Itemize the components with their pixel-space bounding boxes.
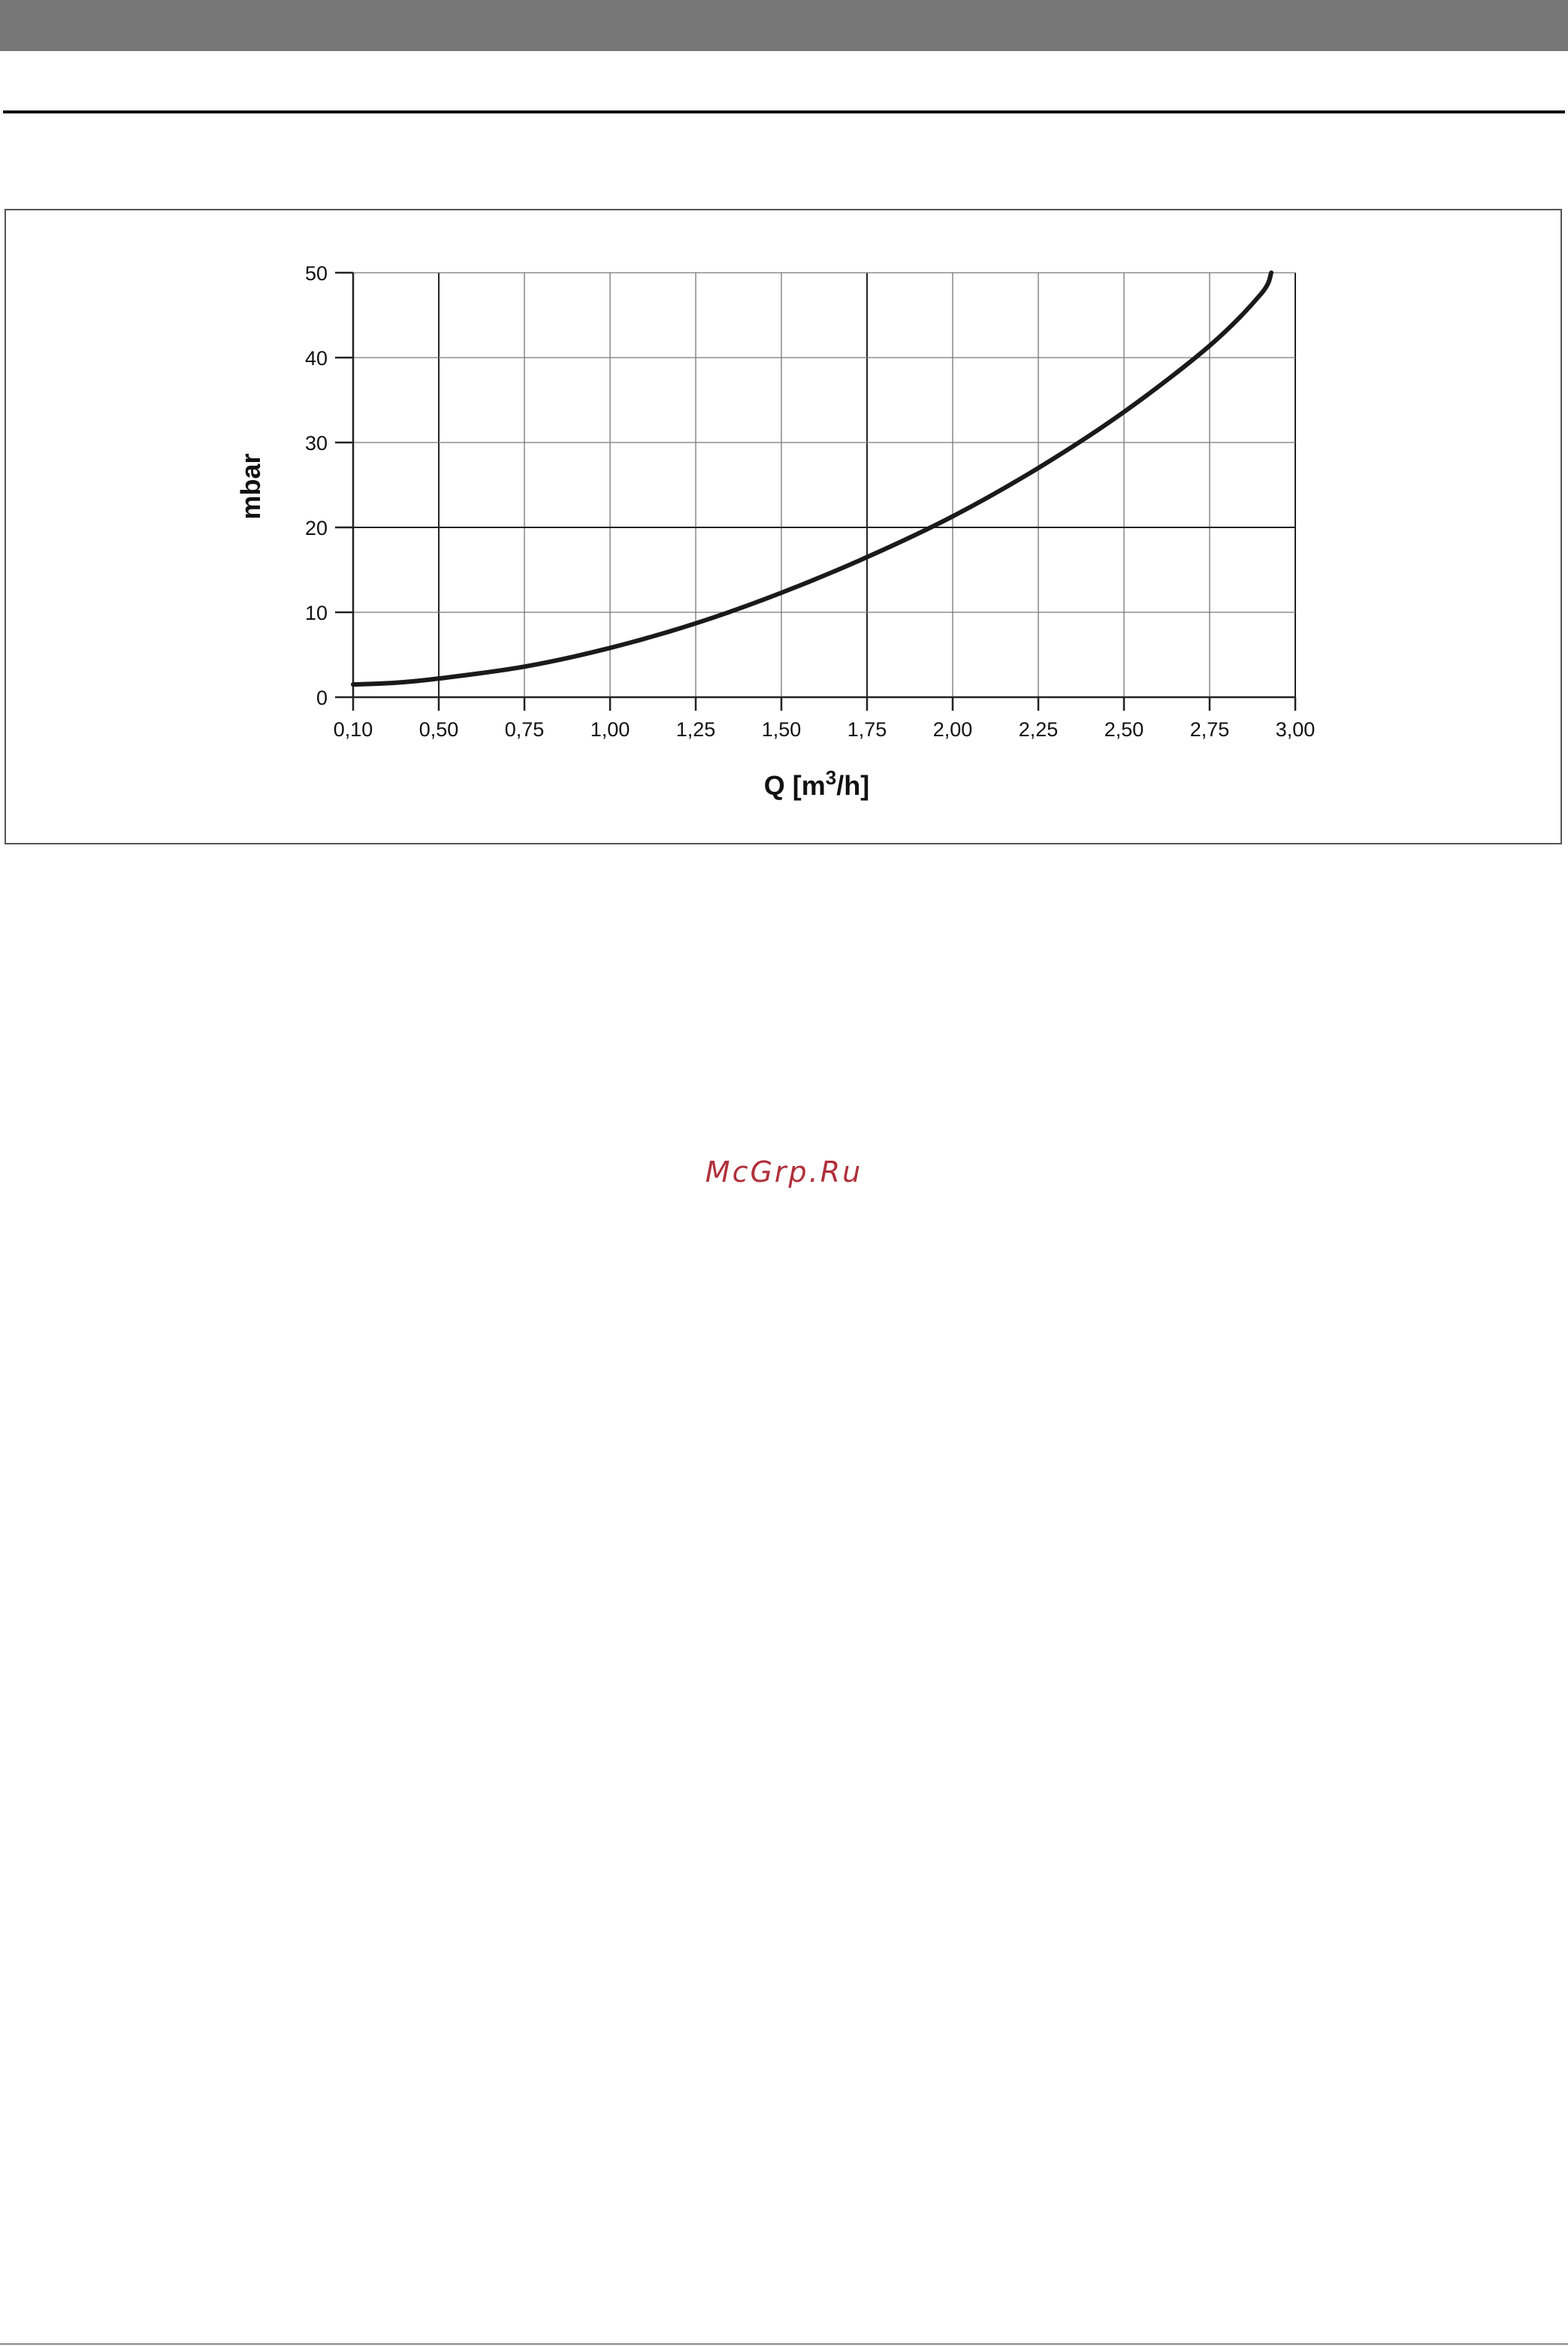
bottom-rule <box>0 2343 1568 2345</box>
x-tick-label: 1,75 <box>847 718 887 741</box>
x-tick-label: 0,75 <box>505 718 545 741</box>
y-tick-label: 0 <box>316 687 328 709</box>
x-tick-label: 3,00 <box>1276 718 1316 741</box>
x-axis-label: Q [m3/h] <box>764 766 869 801</box>
x-tick-label: 0,50 <box>419 718 459 741</box>
x-tick-label: 1,25 <box>676 718 716 741</box>
pressure-loss-chart: 0,10 0,50 0,75 1,00 1,25 1,50 1,75 2,00 2,25 2,50… <box>235 262 1316 801</box>
y-tick-label: 40 <box>305 347 328 370</box>
x-tick-label: 0,10 <box>334 718 373 741</box>
x-tick-label: 2,00 <box>933 718 973 741</box>
pressure-curve <box>351 270 1274 687</box>
y-tick-label: 10 <box>305 602 328 624</box>
header-rule <box>3 110 1565 113</box>
y-axis-label: mbar <box>235 453 266 519</box>
x-tick-label: 2,50 <box>1104 718 1144 741</box>
top-bar <box>0 0 1568 51</box>
chart-frame: 0,10 0,50 0,75 1,00 1,25 1,50 1,75 2,00 2,25 2,50… <box>5 209 1562 844</box>
x-tick-label: 2,25 <box>1019 718 1059 741</box>
x-tick-label: 1,00 <box>591 718 630 741</box>
watermark: McGrp.Ru <box>705 1155 863 1189</box>
y-tick-label: 20 <box>305 517 328 539</box>
x-tick-label: 1,50 <box>762 718 802 741</box>
y-tick-label: 30 <box>305 432 328 455</box>
y-tick-label: 50 <box>305 262 328 285</box>
x-tick-label: 2,75 <box>1190 718 1230 741</box>
